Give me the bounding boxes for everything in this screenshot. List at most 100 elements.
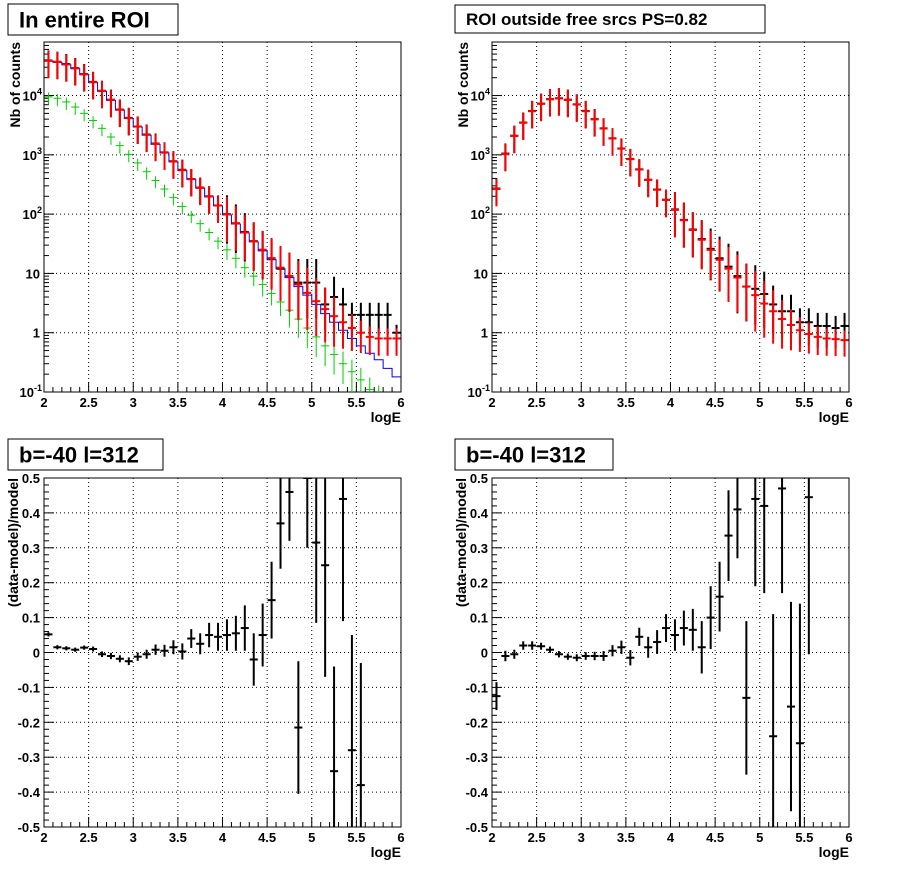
data-point xyxy=(357,663,365,827)
y-tick-label: 0 xyxy=(481,646,488,661)
data-point xyxy=(787,309,795,350)
panel-counts-outside-free-srcs: 2 2.5 3 3.5 4 4.5 5 5.5 610-1110102103104logENb … xyxy=(455,5,853,425)
data-point xyxy=(160,143,168,170)
x-tick-label: 4.5 xyxy=(706,395,724,410)
x-tick-label: 4.5 xyxy=(258,395,276,410)
data-point xyxy=(510,126,518,153)
chart-title: b=-40 l=312 xyxy=(466,442,586,467)
data-point xyxy=(832,329,840,356)
data-point xyxy=(608,128,616,155)
data-point xyxy=(591,652,599,660)
data-point xyxy=(796,604,804,827)
data-point xyxy=(134,116,142,143)
data-point xyxy=(492,682,500,710)
x-tick-label: 4 xyxy=(219,395,227,410)
data-point xyxy=(187,211,195,223)
data-point xyxy=(742,264,750,322)
data-point xyxy=(196,633,204,654)
x-tick-label: 6 xyxy=(845,830,852,845)
x-tick-label: 3 xyxy=(130,395,137,410)
x-tick-label: 4 xyxy=(219,830,227,845)
data-point xyxy=(564,654,572,660)
data-point xyxy=(160,645,168,657)
x-tick-label: 3.5 xyxy=(169,830,187,845)
data-point xyxy=(196,178,204,205)
data-point xyxy=(259,231,267,279)
data-point xyxy=(169,151,177,178)
data-point xyxy=(294,261,302,320)
data-point xyxy=(62,54,70,81)
data-point xyxy=(259,604,267,667)
data-point xyxy=(841,331,849,357)
data-point xyxy=(44,51,52,78)
data-point xyxy=(787,602,795,811)
x-tick-label: 5.5 xyxy=(795,830,813,845)
data-point xyxy=(285,253,293,312)
data-point xyxy=(178,160,186,187)
data-point xyxy=(760,478,768,593)
data-point xyxy=(591,109,599,136)
data-point xyxy=(89,72,97,99)
data-point xyxy=(223,197,231,242)
data-point xyxy=(276,246,284,301)
y-tick-label: -0.1 xyxy=(466,680,488,695)
y-tick-label: 0 xyxy=(33,646,40,661)
y-tick-label: -0.4 xyxy=(18,785,41,800)
data-point xyxy=(268,562,276,639)
chart-title: In entire ROI xyxy=(19,7,150,32)
data-point xyxy=(268,238,276,290)
data-point xyxy=(653,630,661,654)
data-point xyxy=(214,195,222,222)
x-axis-label: logE xyxy=(371,409,401,425)
x-tick-label: 3 xyxy=(578,830,585,845)
x-tick-label: 6 xyxy=(397,830,404,845)
data-point xyxy=(53,645,61,649)
data-point xyxy=(214,237,222,249)
data-point xyxy=(724,247,732,302)
data-point xyxy=(125,108,133,135)
data-point xyxy=(680,611,688,646)
x-tick-label: 5.5 xyxy=(795,395,813,410)
data-point xyxy=(178,202,186,214)
data-point xyxy=(107,133,115,145)
data-point xyxy=(107,653,115,659)
y-axis-label: Nb of counts xyxy=(7,42,23,128)
data-point xyxy=(312,278,320,336)
data-point xyxy=(259,278,267,297)
data-point xyxy=(241,605,249,650)
data-point xyxy=(671,193,679,238)
data-point xyxy=(823,328,831,355)
x-tick-label: 2.5 xyxy=(80,395,98,410)
x-tick-label: 2 xyxy=(40,395,47,410)
y-tick-label: -0.2 xyxy=(466,715,488,730)
chart-title: b=-40 l=312 xyxy=(19,442,139,467)
y-tick-label: 1 xyxy=(33,326,40,341)
x-tick-label: 2 xyxy=(488,395,495,410)
data-point xyxy=(671,619,679,650)
x-axis-label: logE xyxy=(819,409,849,425)
data-point xyxy=(339,478,347,621)
data-point xyxy=(303,268,311,330)
y-tick-label: 0.2 xyxy=(22,576,40,591)
data-point xyxy=(205,623,213,647)
data-point xyxy=(546,89,554,116)
data-point xyxy=(805,322,813,353)
data-point xyxy=(80,646,88,650)
x-tick-label: 5 xyxy=(308,395,315,410)
data-point xyxy=(537,94,545,121)
data-point xyxy=(698,621,706,673)
data-point xyxy=(582,101,590,128)
data-point xyxy=(125,150,133,162)
data-point xyxy=(232,616,240,651)
data-point xyxy=(348,314,356,351)
y-axis-label: (data-model)/model xyxy=(5,478,21,607)
data-point xyxy=(98,124,106,136)
data-point xyxy=(339,306,347,349)
data-point xyxy=(537,643,545,650)
data-point xyxy=(760,281,768,337)
x-tick-label: 4 xyxy=(667,830,675,845)
data-point xyxy=(528,641,536,649)
data-point xyxy=(698,221,706,269)
y-axis-label: (data-model)/model xyxy=(453,478,469,607)
data-point xyxy=(564,90,572,117)
